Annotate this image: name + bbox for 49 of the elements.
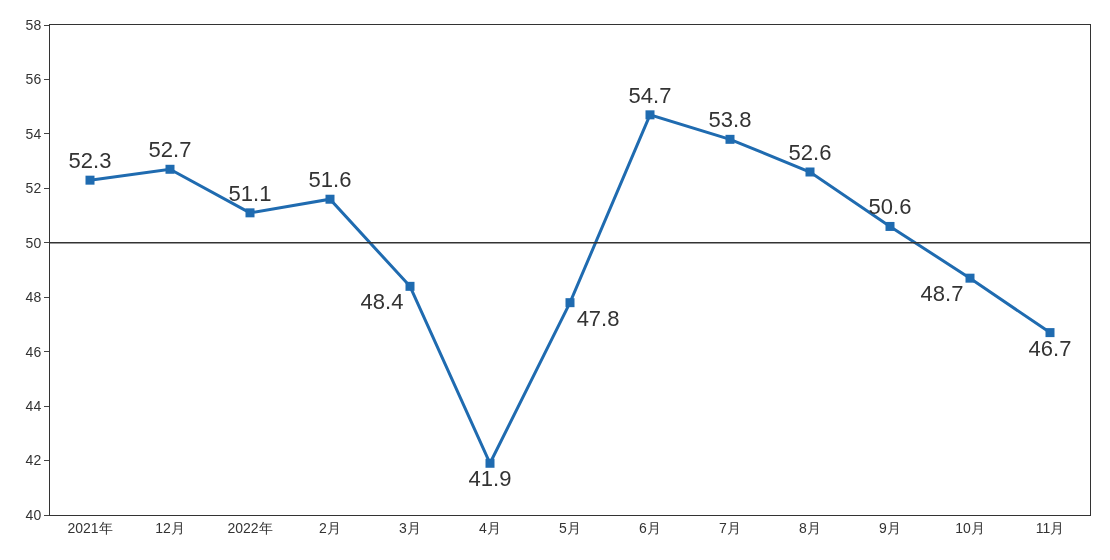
- point: [965, 273, 975, 283]
- point: [1045, 328, 1055, 338]
- x-tick-label: 2022年: [227, 519, 273, 536]
- y-tick-label: 54: [25, 125, 42, 142]
- point: [165, 164, 175, 174]
- point: [325, 194, 335, 204]
- data-label: 52.6: [788, 139, 832, 165]
- point: [405, 281, 415, 291]
- x-tick-label: 7月: [719, 519, 741, 536]
- point: [805, 167, 815, 177]
- data-label: 47.8: [576, 305, 620, 331]
- x-tick-label: 3月: [399, 519, 421, 536]
- y-tick-label: 40: [25, 506, 42, 523]
- y-tick-label: 42: [25, 452, 42, 469]
- data-label: 51.6: [308, 167, 352, 193]
- data-label: 50.6: [868, 194, 912, 220]
- point: [885, 221, 895, 231]
- data-label: 53.8: [708, 107, 752, 133]
- data-label: 41.9: [468, 466, 512, 492]
- x-tick-label: 4月: [479, 519, 501, 536]
- point: [565, 298, 575, 308]
- x-tick-label: 8月: [799, 519, 821, 536]
- point: [725, 134, 735, 144]
- x-tick-label: 6月: [639, 519, 661, 536]
- y-tick-label: 58: [25, 16, 42, 33]
- data-label: 52.3: [68, 148, 112, 174]
- y-tick-label: 46: [25, 343, 42, 360]
- x-tick-label: 10月: [955, 519, 985, 536]
- data-label: 46.7: [1028, 335, 1072, 361]
- x-tick-label: 2月: [319, 519, 341, 536]
- y-tick-label: 52: [25, 180, 42, 197]
- point: [245, 208, 255, 218]
- y-tick-label: 50: [25, 234, 42, 251]
- y-tick-label: 48: [25, 289, 42, 306]
- x-tick-label: 9月: [879, 519, 901, 536]
- point: [85, 175, 95, 185]
- y-tick-label: 56: [25, 71, 42, 88]
- x-tick-label: 5月: [559, 519, 581, 536]
- point: [485, 458, 495, 468]
- point: [645, 110, 655, 120]
- x-tick-label: 2021年: [67, 519, 113, 536]
- data-label: 48.7: [920, 281, 964, 307]
- data-label: 51.1: [228, 180, 272, 206]
- data-label: 54.7: [628, 82, 672, 108]
- data-label: 48.4: [360, 289, 404, 315]
- data-label: 52.7: [148, 137, 192, 163]
- y-tick-label: 44: [25, 398, 42, 415]
- x-tick-label: 12月: [155, 519, 185, 536]
- x-tick-label: 11月: [1035, 519, 1065, 536]
